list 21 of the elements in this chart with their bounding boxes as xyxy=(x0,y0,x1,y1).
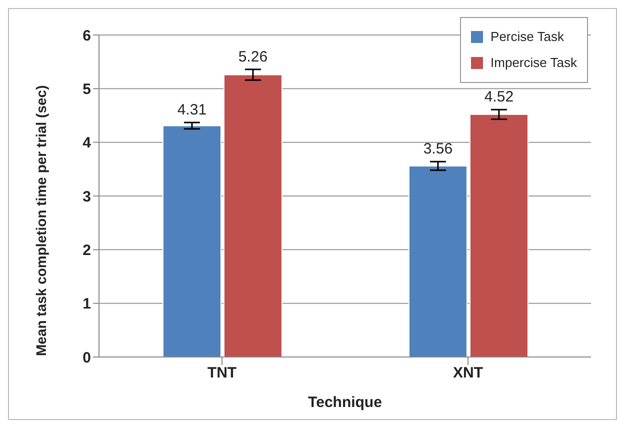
bar xyxy=(469,114,528,357)
data-label: 3.56 xyxy=(423,140,453,158)
legend-label: Impercise Task xyxy=(490,54,577,72)
y-tick-label: 0 xyxy=(82,349,91,366)
bar xyxy=(408,165,468,357)
legend-label: Percise Task xyxy=(490,28,564,46)
data-label: 5.26 xyxy=(238,48,268,66)
y-tick-label: 3 xyxy=(82,188,91,206)
y-tick-label: 4 xyxy=(82,134,92,152)
data-label: 4.31 xyxy=(177,101,207,118)
y-axis-title: Mean task completion time per trial (sec) xyxy=(32,85,49,356)
bar xyxy=(162,125,222,357)
data-label: 4.52 xyxy=(484,88,514,106)
x-axis-title: Technique xyxy=(308,394,382,411)
x-tick-label: TNT xyxy=(207,364,237,382)
y-tick-label: 6 xyxy=(82,27,91,44)
y-tick-label: 2 xyxy=(82,242,91,259)
y-tick-label: 5 xyxy=(82,80,91,98)
x-tick-label: XNT xyxy=(453,364,483,382)
y-tick-label: 1 xyxy=(82,296,91,313)
bar xyxy=(223,74,282,357)
